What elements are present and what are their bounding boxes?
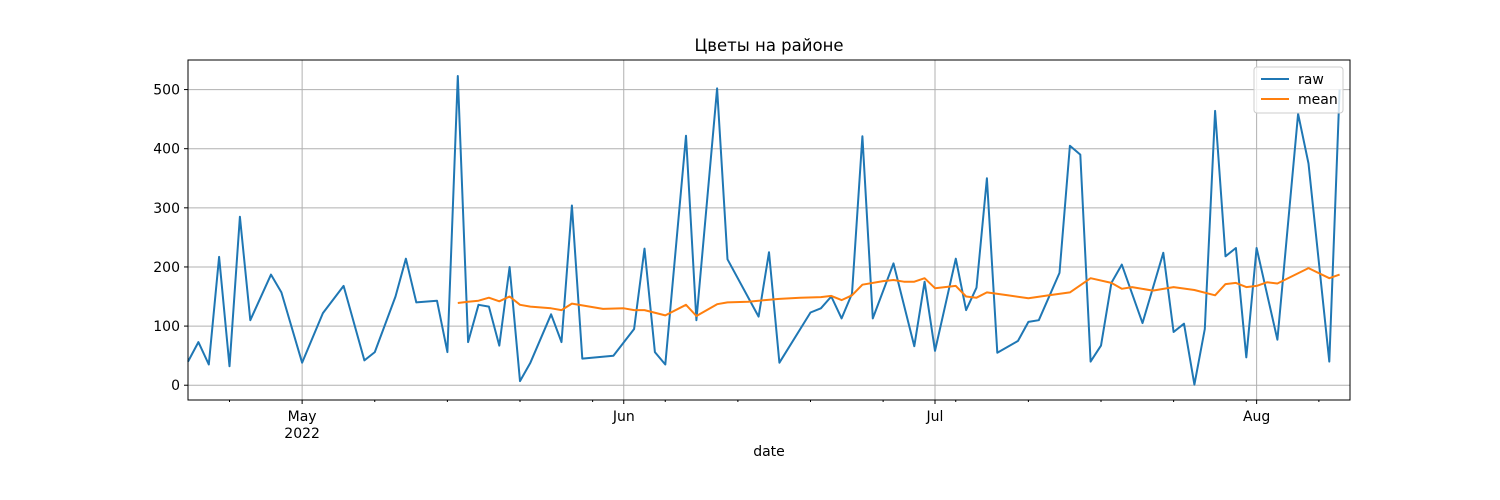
y-tick-label: 100 [153, 319, 180, 335]
y-tick-label: 500 [153, 83, 180, 99]
legend: raw mean [1253, 66, 1344, 114]
x-tick-label: May [288, 409, 317, 425]
y-tick-label: 200 [153, 260, 180, 276]
series-line-mean [457, 267, 1340, 317]
series-line-raw [187, 75, 1341, 386]
legend-label-mean: mean [1298, 92, 1338, 108]
grid-lines [188, 60, 1350, 400]
x-axis-label: date [753, 444, 785, 460]
x-tick-label: Jul [926, 409, 944, 425]
y-tick-label: 0 [171, 378, 180, 394]
x-tick-label: Jun [612, 409, 635, 425]
x-tick-label: Aug [1243, 409, 1270, 425]
legend-label-raw: raw [1298, 72, 1324, 88]
y-tick-label: 400 [153, 142, 180, 158]
x-tick-sublabel: 2022 [284, 426, 320, 442]
chart-title: Цветы на районе [694, 36, 843, 55]
axes-background [188, 60, 1350, 400]
series-layer [187, 75, 1341, 386]
plot-area [187, 59, 1351, 401]
y-axis: 0 100 200 300 400 500 [153, 83, 188, 394]
y-tick-label: 300 [153, 201, 180, 217]
axes-frame [187, 59, 1351, 401]
